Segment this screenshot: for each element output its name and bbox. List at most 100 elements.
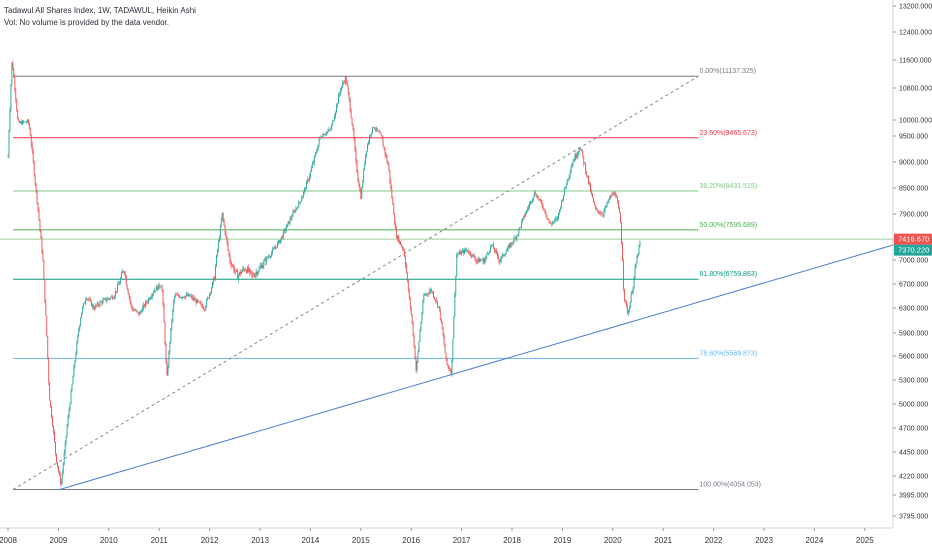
candle: [488, 252, 490, 256]
candle: [578, 147, 580, 156]
candle: [184, 295, 186, 300]
candle: [182, 296, 184, 299]
candle: [152, 290, 154, 296]
candle: [601, 211, 603, 217]
candle: [164, 321, 166, 346]
candle: [135, 308, 137, 312]
candle: [511, 242, 513, 246]
candle: [327, 129, 329, 134]
candle: [391, 185, 393, 199]
candle: [24, 121, 25, 123]
candle: [626, 303, 628, 315]
candle: [631, 290, 633, 295]
candle: [639, 240, 641, 248]
candle: [517, 234, 519, 237]
candle: [633, 275, 635, 290]
candle: [561, 198, 563, 202]
candle: [96, 301, 98, 307]
candle: [256, 270, 258, 277]
candle: [307, 176, 308, 185]
candle: [265, 256, 267, 266]
candle: [593, 200, 595, 206]
candle: [532, 197, 534, 202]
x-tick-label: 2015: [352, 536, 370, 545]
candle: [29, 127, 31, 136]
candle: [390, 179, 392, 191]
candle: [339, 88, 341, 97]
candle: [84, 301, 86, 304]
candle: [341, 80, 343, 89]
candle: [95, 305, 97, 308]
candle: [548, 218, 550, 223]
candle: [603, 208, 605, 218]
y-tick-label: 13200.000: [899, 4, 932, 11]
candle: [66, 423, 68, 438]
candle: [424, 293, 426, 296]
candle: [48, 357, 50, 386]
candle: [24, 121, 26, 123]
x-tick-label: 2011: [151, 536, 169, 545]
candle: [199, 301, 201, 304]
candle: [297, 205, 299, 210]
candle: [273, 246, 275, 251]
candle: [467, 249, 469, 255]
candle: [477, 257, 479, 264]
trendline[interactable]: [58, 241, 906, 491]
candle: [41, 236, 43, 255]
candle: [260, 261, 262, 270]
candle: [501, 251, 503, 259]
candle: [632, 286, 634, 295]
candle: [507, 244, 509, 252]
candle: [81, 312, 83, 319]
candle: [484, 256, 486, 265]
candle: [119, 280, 120, 285]
candle: [451, 358, 453, 377]
candle: [480, 257, 482, 262]
candle: [400, 241, 401, 245]
candle: [525, 211, 527, 217]
candle: [169, 341, 171, 355]
candle: [101, 300, 103, 307]
candle: [371, 126, 373, 135]
candle: [512, 240, 514, 247]
price-axis[interactable]: 3795.000 3995.000 4220.000 4450.000 4700.000…: [892, 0, 932, 528]
candle: [218, 235, 220, 243]
candle: [331, 123, 333, 131]
y-tick-label: 3995.000: [899, 493, 928, 500]
candle: [404, 254, 406, 268]
candle: [47, 335, 49, 360]
candle: [356, 158, 358, 174]
candle: [595, 206, 597, 211]
candle: [497, 250, 498, 260]
candle: [78, 327, 80, 338]
candle: [403, 249, 405, 257]
support-trendline[interactable]: [58, 241, 906, 491]
candle: [213, 277, 214, 286]
candle: [77, 334, 79, 344]
y-tick-label: 5000.000: [899, 402, 928, 409]
candle: [305, 187, 307, 192]
candle: [634, 263, 636, 280]
candle: [486, 252, 488, 259]
y-tick-label: 10800.000: [899, 86, 932, 93]
candle: [145, 299, 147, 309]
candle: [38, 207, 40, 222]
candle: [128, 293, 130, 300]
candle: [478, 256, 480, 263]
candle: [497, 253, 499, 264]
candle: [10, 83, 12, 113]
time-axis[interactable]: 2008 2009 2010 2011 2012 2013 2014 2015 2016 2017…: [0, 527, 893, 545]
candle: [636, 254, 638, 264]
candle: [537, 195, 539, 201]
candle: [383, 145, 385, 151]
candle: [322, 131, 324, 139]
candle: [571, 162, 573, 168]
candle: [282, 230, 284, 240]
candle: [462, 247, 464, 253]
candle: [629, 301, 631, 309]
candle: [425, 293, 427, 296]
candle: [268, 254, 270, 260]
candle: [338, 92, 339, 104]
candle: [112, 294, 114, 301]
